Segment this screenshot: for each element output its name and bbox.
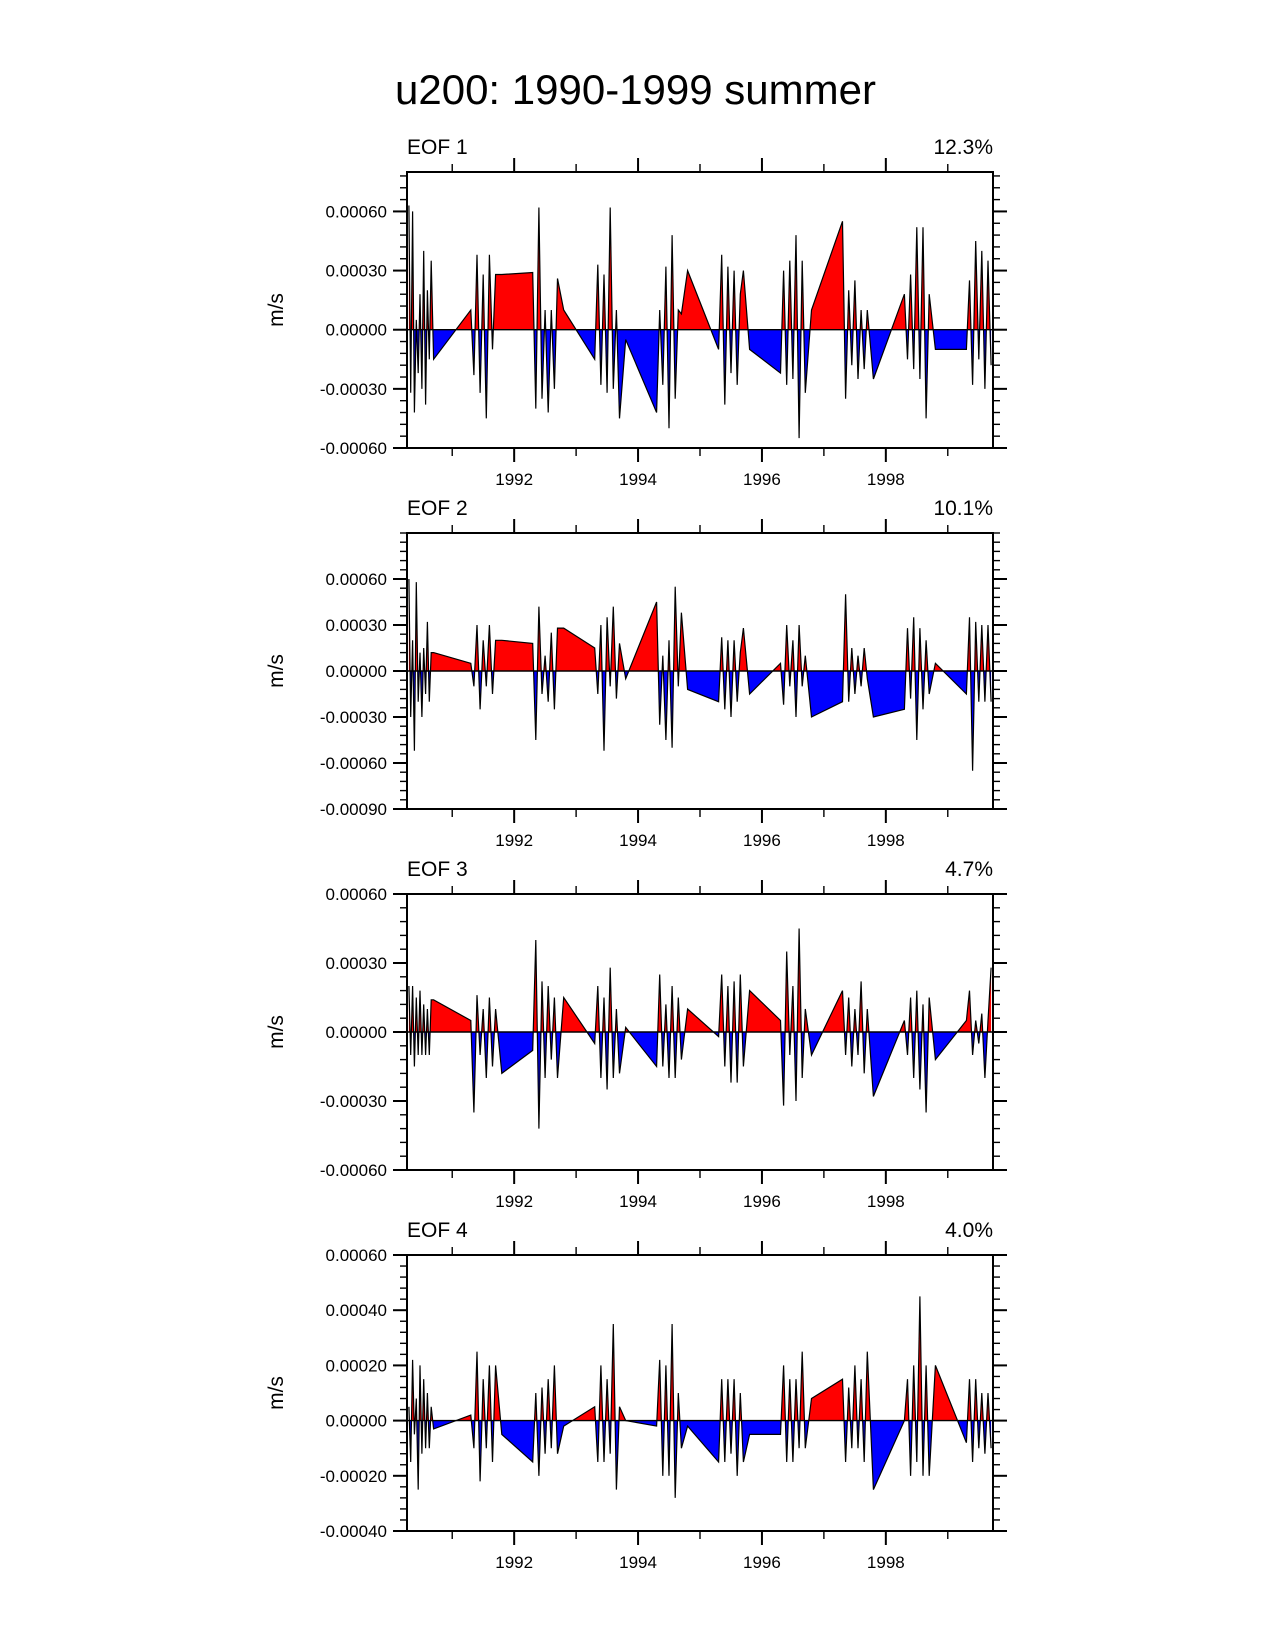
y-tick-label: 0.00000 bbox=[326, 1023, 387, 1042]
y-tick-label: 0.00020 bbox=[326, 1356, 387, 1375]
y-tick-label: -0.00020 bbox=[320, 1467, 387, 1486]
y-tick-label: -0.00060 bbox=[320, 439, 387, 458]
plot-area bbox=[408, 205, 992, 439]
y-tick-label: -0.00090 bbox=[320, 800, 387, 819]
variance-label: 4.7% bbox=[945, 858, 993, 881]
negative-fill-area bbox=[408, 671, 992, 771]
series-line bbox=[408, 205, 992, 439]
y-tick-label: -0.00060 bbox=[320, 754, 387, 773]
y-tick-label: -0.00030 bbox=[320, 1092, 387, 1111]
panel-eof-2: -0.00090 -0.00060 -0.00030 0.00000 0.00030 0.… bbox=[265, 497, 1007, 850]
y-axis-label: m/s bbox=[265, 293, 288, 327]
series-line bbox=[408, 928, 992, 1129]
x-tick-label: 1996 bbox=[743, 1553, 781, 1572]
negative-fill-area bbox=[408, 1420, 992, 1498]
x-tick-label: 1998 bbox=[867, 470, 905, 489]
x-tick-label: 1994 bbox=[619, 1192, 657, 1211]
y-tick-label: 0.00000 bbox=[326, 321, 387, 340]
x-tick-label: 1994 bbox=[619, 831, 657, 850]
negative-fill-area bbox=[408, 1032, 992, 1129]
x-tick-label: 1998 bbox=[867, 831, 905, 850]
series-line bbox=[408, 1296, 992, 1498]
y-tick-label: 0.00060 bbox=[326, 1246, 387, 1265]
y-axis-label: m/s bbox=[265, 1015, 288, 1049]
variance-label: 12.3% bbox=[933, 136, 993, 159]
negative-fill-area bbox=[408, 329, 992, 439]
panel-title: EOF 3 bbox=[407, 858, 468, 881]
x-tick-label: 1996 bbox=[743, 1192, 781, 1211]
panel-title: EOF 4 bbox=[407, 1219, 468, 1242]
panel-eof-3: -0.00060 -0.00030 0.00000 0.00030 0.00060 199… bbox=[265, 858, 1007, 1211]
y-tick-label: 0.00030 bbox=[326, 262, 387, 281]
y-tick-label: 0.00000 bbox=[326, 662, 387, 681]
plot-area bbox=[408, 1296, 992, 1498]
y-tick-label: -0.00030 bbox=[320, 708, 387, 727]
x-tick-label: 1992 bbox=[495, 1553, 533, 1572]
y-tick-label: 0.00000 bbox=[326, 1412, 387, 1431]
panel-title: EOF 1 bbox=[407, 136, 468, 159]
y-tick-label: 0.00060 bbox=[326, 202, 387, 221]
plot-area bbox=[408, 928, 992, 1129]
panel-title: EOF 2 bbox=[407, 497, 468, 520]
y-tick-label: 0.00030 bbox=[326, 616, 387, 635]
x-tick-label: 1994 bbox=[619, 470, 657, 489]
y-tick-label: 0.00060 bbox=[326, 885, 387, 904]
y-axis-label: m/s bbox=[265, 1376, 288, 1410]
x-tick-label: 1996 bbox=[743, 470, 781, 489]
x-tick-label: 1998 bbox=[867, 1192, 905, 1211]
x-tick-label: 1998 bbox=[867, 1553, 905, 1572]
x-tick-label: 1992 bbox=[495, 470, 533, 489]
y-tick-label: 0.00060 bbox=[326, 570, 387, 589]
panel-eof-1: -0.00060 -0.00030 0.00000 0.00030 0.00060 199… bbox=[265, 136, 1007, 489]
positive-fill-area bbox=[408, 205, 992, 330]
y-tick-label: 0.00040 bbox=[326, 1301, 387, 1320]
positive-fill-area bbox=[408, 1296, 992, 1421]
variance-label: 10.1% bbox=[933, 497, 993, 520]
y-tick-label: -0.00040 bbox=[320, 1522, 387, 1541]
x-tick-label: 1992 bbox=[495, 1192, 533, 1211]
series-line bbox=[408, 578, 992, 771]
x-tick-label: 1994 bbox=[619, 1553, 657, 1572]
y-tick-label: -0.00030 bbox=[320, 380, 387, 399]
x-tick-label: 1992 bbox=[495, 831, 533, 850]
figure-title: u200: 1990-1999 summer bbox=[395, 66, 876, 113]
y-tick-label: 0.00030 bbox=[326, 954, 387, 973]
plot-area bbox=[408, 578, 992, 771]
y-axis-label: m/s bbox=[265, 654, 288, 688]
y-tick-label: -0.00060 bbox=[320, 1161, 387, 1180]
panel-eof-4: -0.00040 -0.00020 0.00000 0.00020 0.00040 0.0… bbox=[265, 1219, 1007, 1572]
positive-fill-area bbox=[408, 579, 992, 671]
x-tick-label: 1996 bbox=[743, 831, 781, 850]
variance-label: 4.0% bbox=[945, 1219, 993, 1242]
